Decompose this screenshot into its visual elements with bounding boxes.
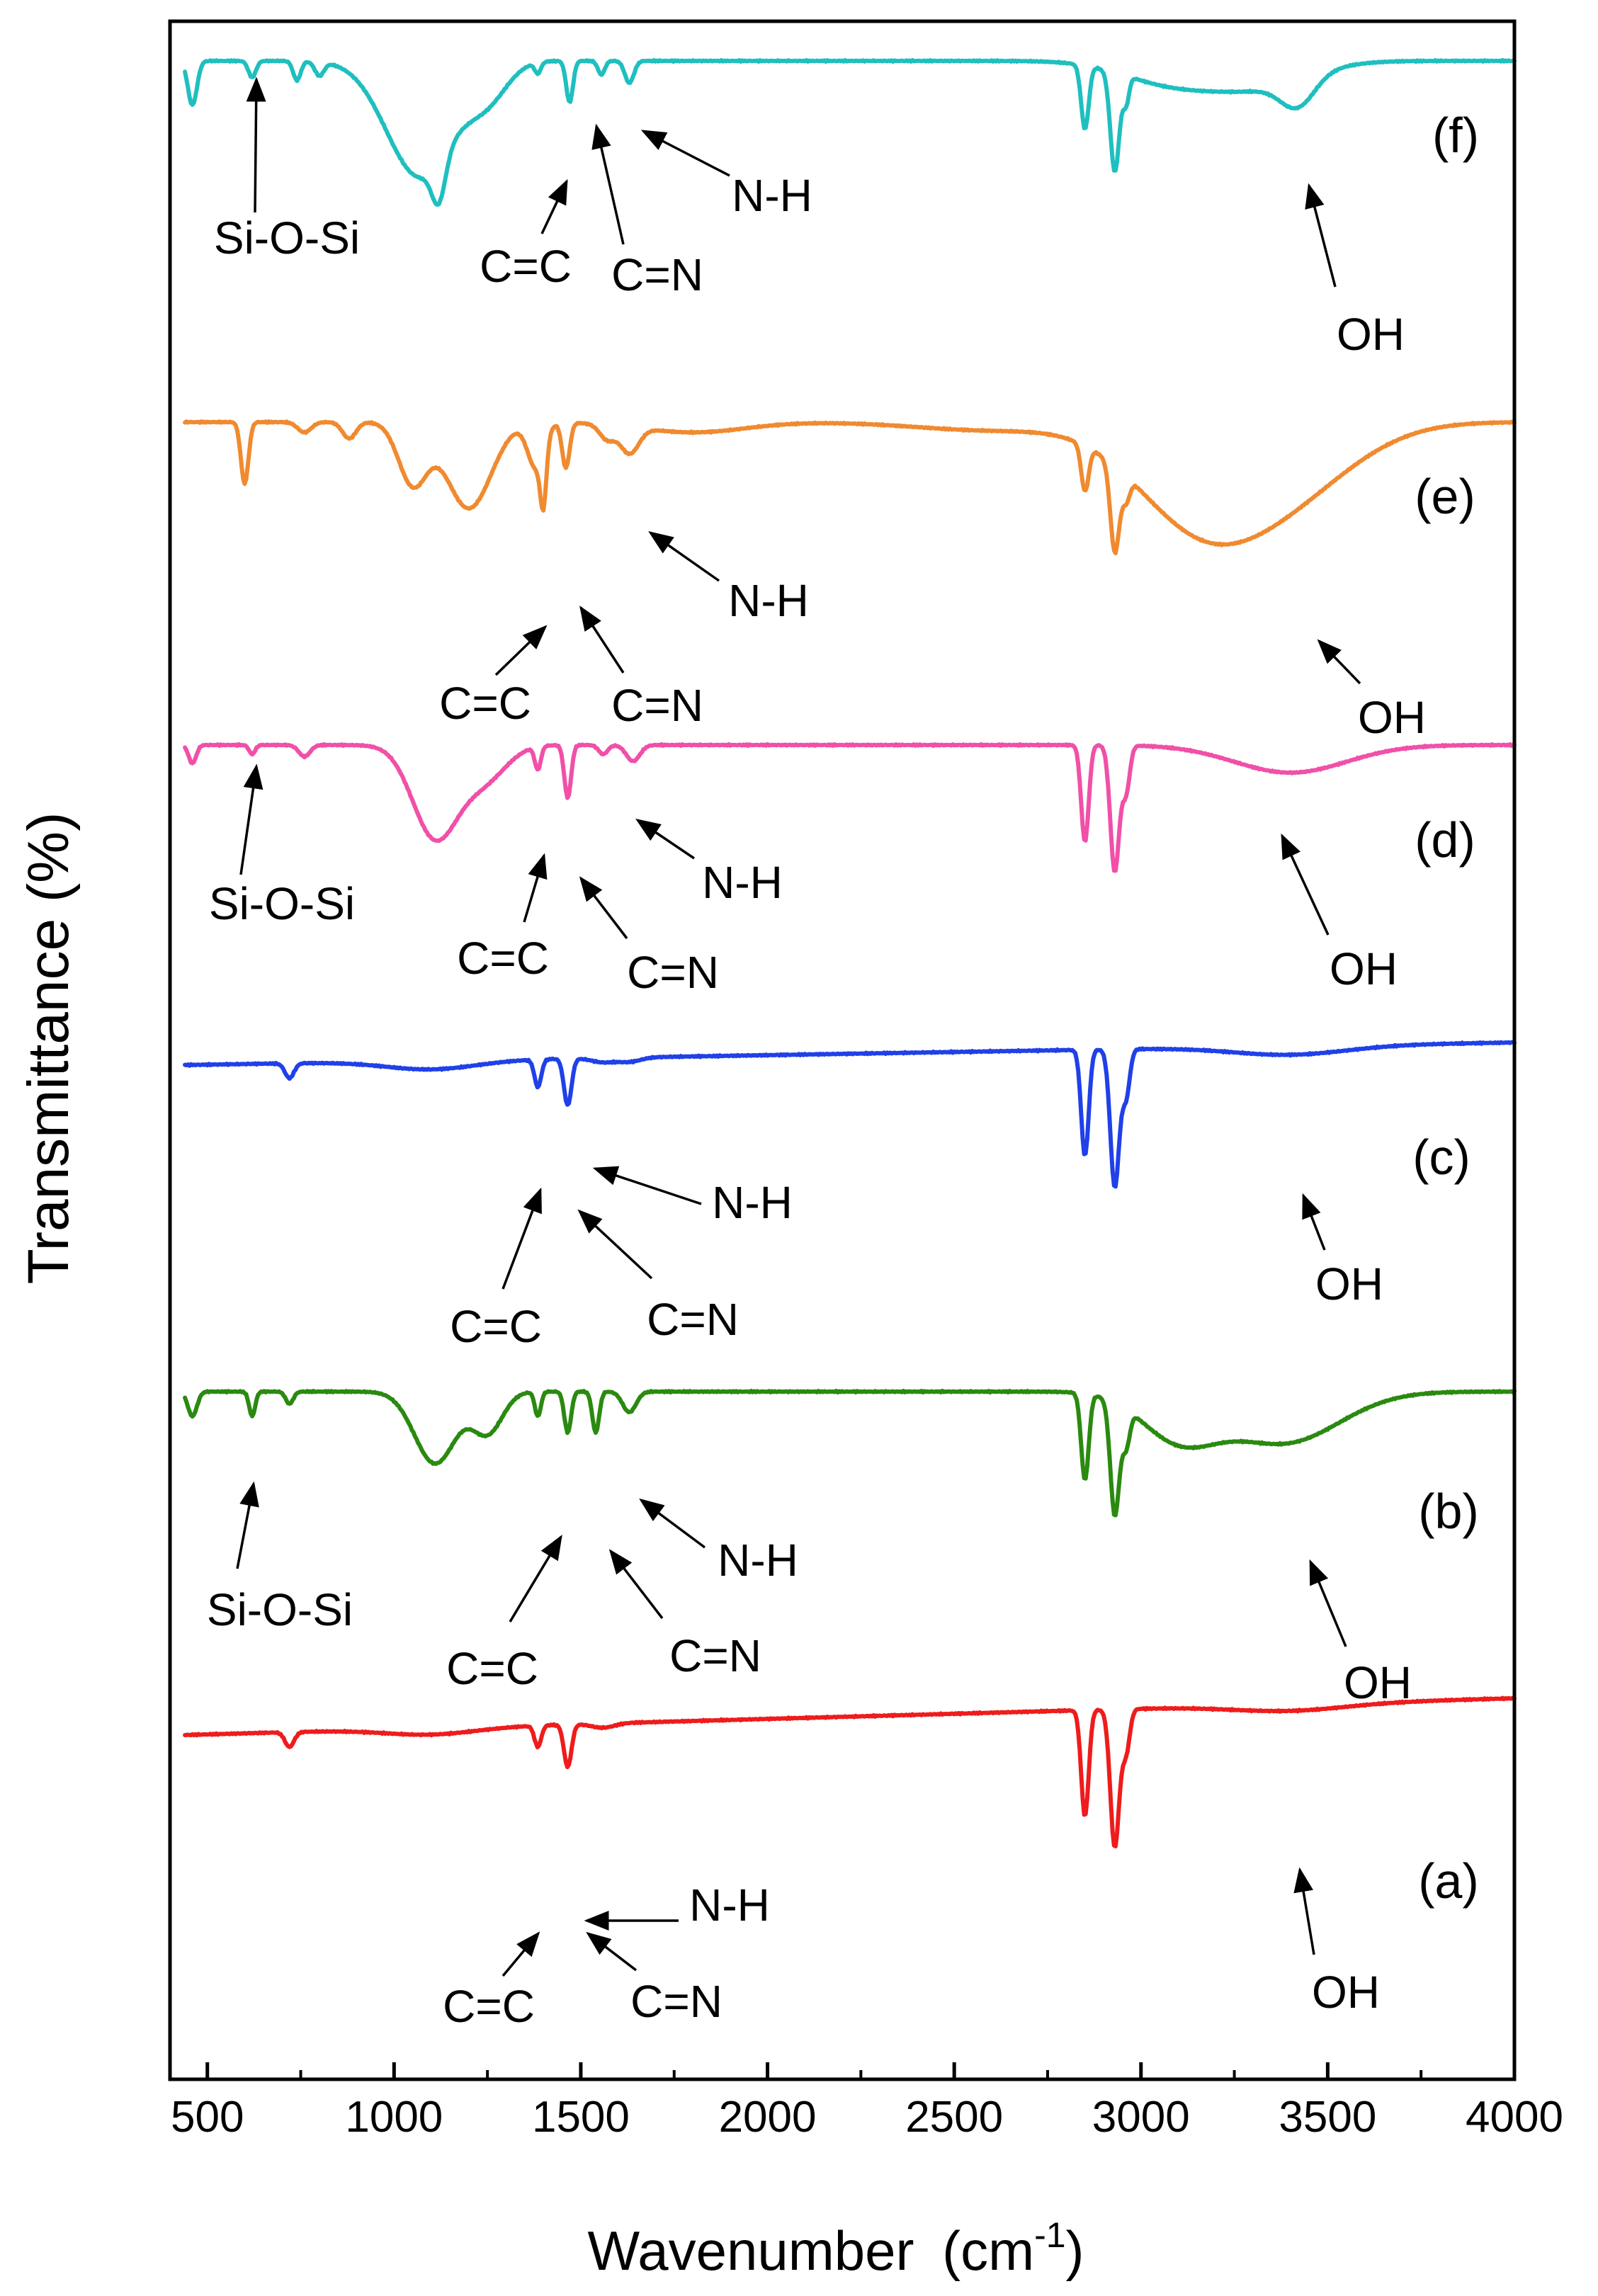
annotation-label-b-cn: C=N: [669, 1630, 761, 1681]
annotation-arrow-d-nh: [635, 819, 695, 860]
annotation-label-f-siosi: Si-O-Si: [214, 212, 360, 263]
annotation-label-d-cn: C=N: [627, 947, 719, 998]
series-layer: [183, 57, 1517, 1848]
annotation-arrow-f-nh: [640, 130, 730, 177]
annotation-label-d-nh: N-H: [702, 857, 783, 908]
series-tag-c-c: (c): [1412, 1130, 1470, 1185]
y-axis-label: Transmittance (%): [16, 812, 81, 1285]
annotation-arrow-e-cn: [579, 606, 625, 674]
annotation-label-e-oh: OH: [1358, 692, 1426, 743]
annotation-label-b-nh: N-H: [718, 1535, 798, 1586]
annotation-arrow-f-siosi: [246, 76, 266, 213]
annotation-arrow-a-oh: [1293, 1867, 1315, 1955]
annotation-arrow-e-cc: [494, 625, 548, 676]
annotation-label-c-oh: OH: [1315, 1258, 1383, 1309]
annotation-arrow-d-cn: [579, 876, 628, 940]
annotation-label-d-siosi: Si-O-Si: [209, 878, 355, 929]
annotation-arrow-b-siosi: [236, 1481, 259, 1569]
annotation-label-b-siosi: Si-O-Si: [207, 1584, 353, 1635]
annotation-arrow-c-nh: [592, 1166, 702, 1205]
annotation-label-e-cc: C=C: [439, 678, 531, 729]
series-line-f: [183, 57, 1517, 207]
x-axis-label-unit: cm: [960, 2220, 1034, 2282]
x-axis-label-text: Wavenumber: [587, 2220, 914, 2282]
series-tag-b-b: (b): [1418, 1484, 1479, 1539]
annotation-arrow-c-cn: [577, 1209, 653, 1280]
annotation-arrow-f-cc: [540, 178, 568, 234]
annotation-arrow-b-cc: [509, 1534, 562, 1622]
annotation-arrow-d-siosi: [239, 763, 264, 875]
annotation-arrow-e-nh: [648, 530, 720, 582]
annotation-label-e-nh: N-H: [728, 575, 809, 626]
annotation-label-b-oh: OH: [1344, 1657, 1412, 1708]
annotation-layer: (f) Si-O-Si C=C C=N N-H OH (e) C=C C=N N-H OH (d) Si…: [207, 76, 1479, 2032]
x-axis-label-close: ): [1066, 2220, 1084, 2282]
series-line-d: [183, 741, 1517, 873]
annotation-arrow-f-oh: [1305, 183, 1337, 288]
annotation-label-a-nh: N-H: [689, 1880, 770, 1931]
annotation-label-e-cn: C=N: [611, 680, 703, 731]
series-tag-f-f: (f): [1432, 108, 1479, 163]
annotation-arrow-e-oh: [1317, 639, 1361, 685]
annotation-label-a-oh: OH: [1312, 1967, 1380, 2018]
annotation-arrow-f-cn: [591, 123, 625, 245]
annotation-label-f-cc: C=C: [480, 241, 572, 292]
plot-frame: [168, 19, 1517, 2081]
x-axis-label-exp: -1: [1034, 2215, 1065, 2255]
annotation-label-a-cn: C=N: [630, 1976, 722, 2027]
x-tick-label-2500: 2500: [905, 2093, 1003, 2142]
annotation-arrow-a-cc: [502, 1931, 540, 1977]
series-line-e: [183, 419, 1517, 556]
annotation-label-c-cc: C=C: [450, 1301, 542, 1352]
series-line-b: [183, 1389, 1517, 1518]
series-tag-d-d: (d): [1415, 812, 1475, 868]
annotation-label-f-nh: N-H: [732, 170, 812, 221]
x-tick-label-3000: 3000: [1092, 2093, 1190, 2142]
annotation-arrow-d-cc: [523, 853, 548, 923]
annotation-arrow-b-oh: [1309, 1559, 1347, 1647]
annotation-label-d-oh: OH: [1330, 943, 1398, 994]
series-tag-e-e: (e): [1415, 469, 1475, 524]
annotation-arrow-d-oh: [1281, 833, 1330, 936]
x-axis-label-open: (: [942, 2220, 960, 2282]
annotation-label-c-cn: C=N: [647, 1294, 739, 1345]
annotation-arrow-a-cn: [586, 1931, 638, 1972]
x-tick-label-3500: 3500: [1279, 2093, 1376, 2142]
annotation-label-b-cc: C=C: [446, 1643, 538, 1694]
x-tick-label-500: 500: [171, 2093, 244, 2142]
annotation-arrow-c-oh: [1302, 1193, 1326, 1251]
series-line-c: [183, 1040, 1517, 1189]
x-tick-label-4000: 4000: [1466, 2093, 1563, 2142]
series-tag-a-a: (a): [1418, 1853, 1479, 1909]
annotation-label-a-cc: C=C: [443, 1981, 535, 2032]
annotation-arrow-c-cc: [502, 1187, 542, 1290]
annotation-label-d-cc: C=C: [457, 933, 549, 984]
annotation-label-f-cn: C=N: [611, 249, 703, 300]
x-tick-label-1500: 1500: [532, 2093, 630, 2142]
series-line-a: [183, 1695, 1517, 1848]
x-axis-label: Wavenumber (cm-1): [587, 2215, 1084, 2282]
x-tick-label-2000: 2000: [719, 2093, 817, 2142]
annotation-label-f-oh: OH: [1337, 309, 1405, 360]
x-axis-ticks: 500 1000 1500 2000 2500 3000 3500 4000: [171, 2062, 1563, 2142]
annotation-arrow-b-nh: [639, 1498, 706, 1549]
x-tick-label-1000: 1000: [345, 2093, 443, 2142]
annotation-label-c-nh: N-H: [712, 1177, 793, 1228]
annotation-arrow-b-cn: [608, 1549, 664, 1620]
